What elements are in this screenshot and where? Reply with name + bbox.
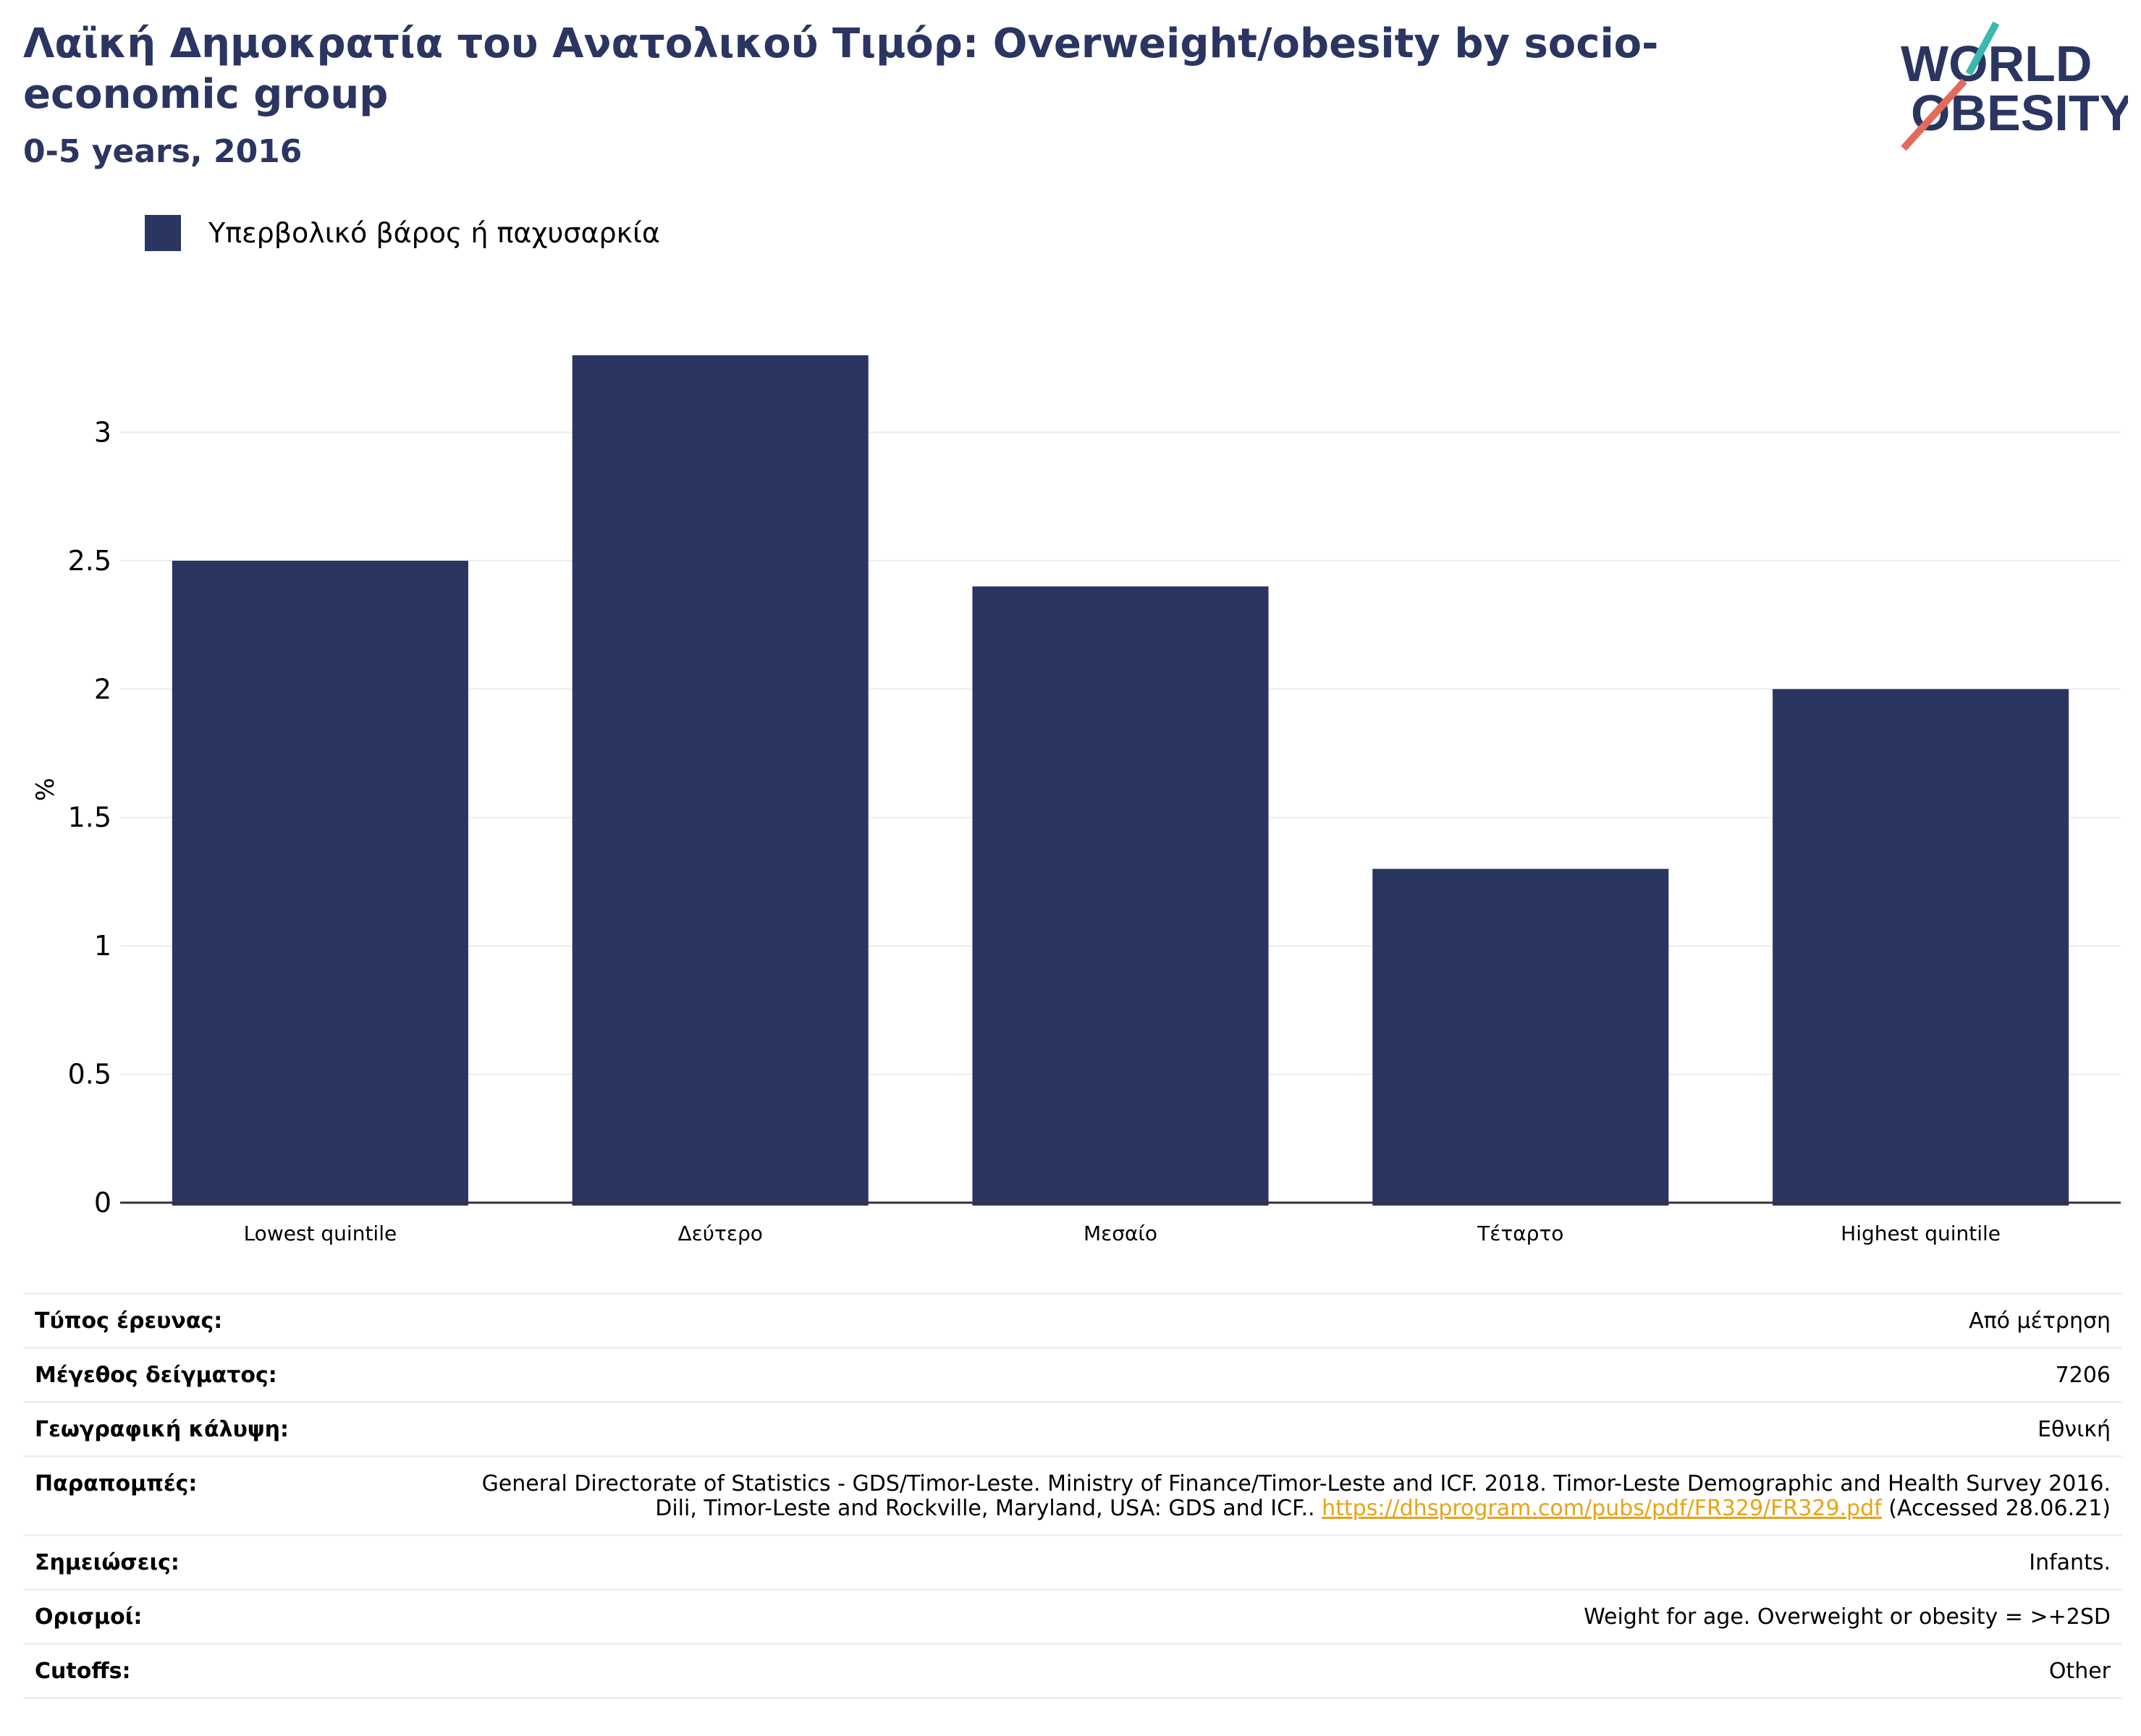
reference-link[interactable]: https://dhsprogram.com/pubs/pdf/FR329/FR… [1322, 1496, 1882, 1521]
meta-key: Σημειώσεις: [23, 1534, 452, 1590]
logo-slash-teal [1965, 22, 2000, 76]
meta-key: Ορισμοί: [23, 1588, 452, 1644]
y-tick-label: 2 [94, 673, 111, 705]
y-tick-label: 1 [94, 930, 111, 962]
meta-value: Infants. [452, 1534, 2122, 1590]
legend-label[interactable]: Υπερβολικό βάρος ή παχυσαρκία [208, 217, 660, 249]
x-tick-label: Δεύτερο [678, 1221, 763, 1245]
meta-key: Cutoffs: [23, 1643, 452, 1699]
bar [1372, 868, 1669, 1206]
x-tick-label: Lowest quintile [244, 1221, 397, 1245]
bar-chart: 0 0.5 1 1.5 2 2.5 3% Lowest quintile Δεύτερο Μεσα… [31, 355, 2121, 1245]
y-tick-label: 2.5 [68, 545, 111, 577]
logo-slash-red [1901, 78, 1967, 151]
meta-row-survey-type: Τύπος έρευνας: Από μέτρηση [23, 1292, 2122, 1348]
bar [1773, 689, 2069, 1206]
x-tick-label: Μεσαίο [1084, 1221, 1157, 1245]
bar [572, 355, 869, 1206]
meta-key: Παραπομπές: [23, 1455, 452, 1536]
bar [172, 560, 468, 1206]
meta-value: Από μέτρηση [452, 1292, 2122, 1348]
meta-key: Τύπος έρευνας: [23, 1292, 452, 1348]
bar [972, 586, 1269, 1206]
y-tick-label: 1.5 [68, 802, 111, 834]
meta-row-references: Παραπομπές: General Directorate of Stati… [23, 1455, 2122, 1536]
logo-text-world: WORLD [1901, 35, 2092, 92]
x-tick-label: Τέταρτο [1477, 1221, 1563, 1245]
meta-row-cutoffs: Cutoffs: Other [23, 1643, 2122, 1699]
reference-suffix: (Accessed 28.06.21) [1881, 1496, 2111, 1521]
x-tick-label: Highest quintile [1841, 1221, 2001, 1245]
y-tick-label: 3 [94, 416, 111, 448]
meta-key: Γεωγραφική κάλυψη: [23, 1401, 452, 1457]
metadata-table: Τύπος έρευνας: Από μέτρηση Μέγεθος δείγμ… [23, 1292, 2122, 1699]
y-axis-label: % [31, 778, 60, 801]
y-tick-label: 0.5 [68, 1059, 111, 1091]
meta-value: 7206 [452, 1347, 2122, 1402]
meta-value: Other [452, 1643, 2122, 1699]
meta-row-sample-size: Μέγεθος δείγματος: 7206 [23, 1347, 2122, 1402]
meta-value: General Directorate of Statistics - GDS/… [452, 1455, 2122, 1536]
meta-value: Εθνική [452, 1401, 2122, 1457]
world-obesity-logo: WORLD OBESITY [1901, 22, 2128, 151]
chart-title: Λαϊκή Δημοκρατία του Ανατολικού Τιμόρ: O… [23, 20, 1659, 118]
legend: Υπερβολικό βάρος ή παχυσαρκία [145, 213, 660, 253]
legend-swatch [145, 215, 181, 251]
y-tick-label: 0 [94, 1187, 111, 1219]
meta-row-coverage: Γεωγραφική κάλυψη: Εθνική [23, 1401, 2122, 1457]
chart-subtitle: 0-5 years, 2016 [23, 133, 303, 170]
meta-key: Μέγεθος δείγματος: [23, 1347, 452, 1402]
meta-row-definitions: Ορισμοί: Weight for age. Overweight or o… [23, 1588, 2122, 1644]
reference-text: General Directorate of Statistics - GDS/… [481, 1471, 2111, 1521]
logo-text-obesity: OBESITY [1911, 85, 2128, 141]
meta-row-notes: Σημειώσεις: Infants. [23, 1534, 2122, 1590]
meta-value: Weight for age. Overweight or obesity = … [452, 1588, 2122, 1644]
